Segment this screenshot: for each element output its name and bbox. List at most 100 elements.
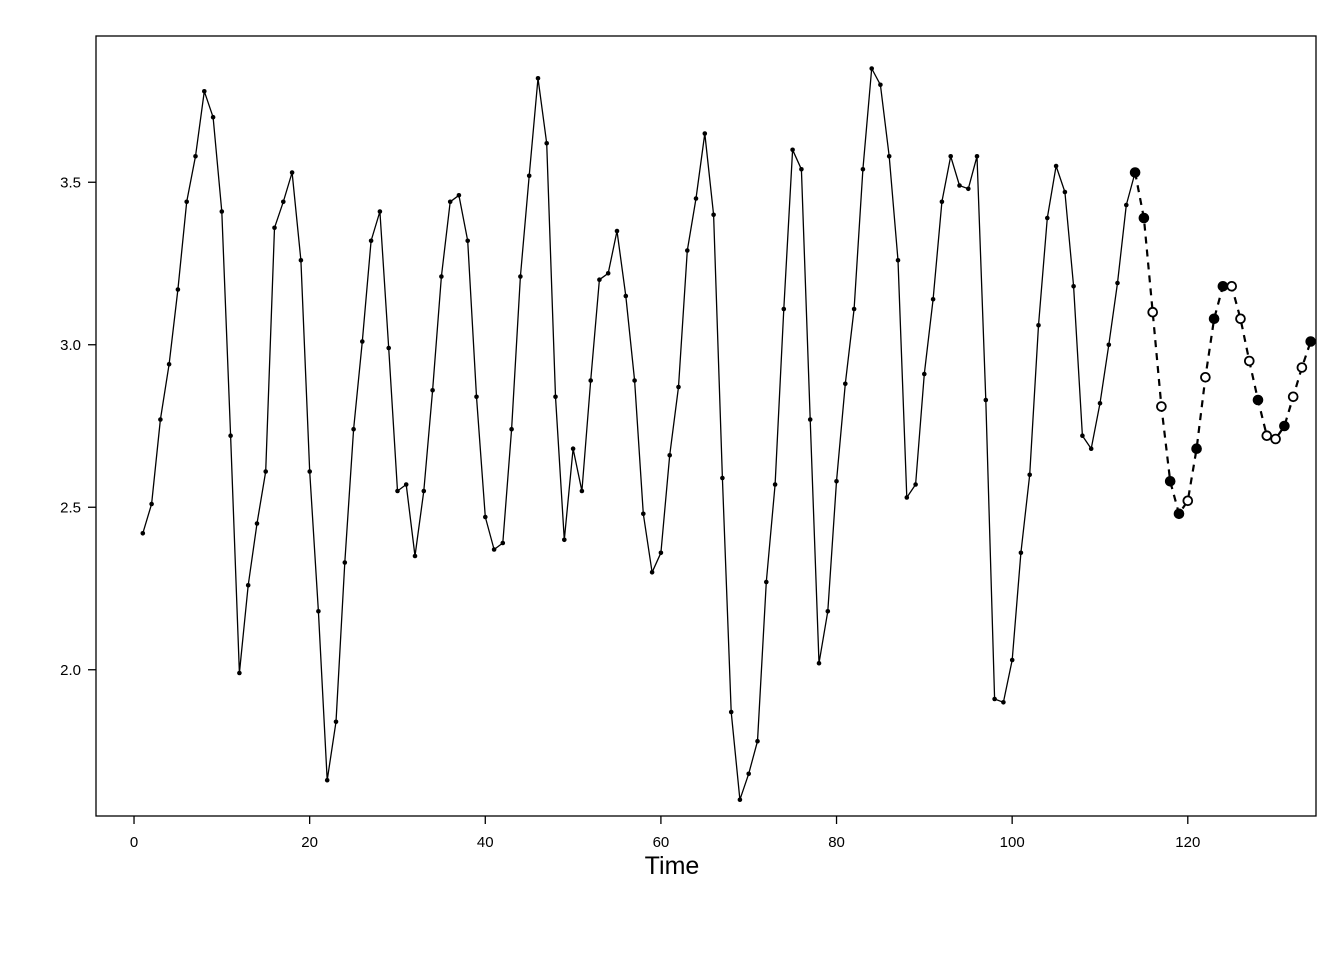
observed-point-marker xyxy=(895,258,901,263)
forecast-point-filled-marker xyxy=(1191,443,1202,455)
observed-point-marker xyxy=(289,170,295,175)
forecast-point-filled-marker xyxy=(1217,280,1229,292)
observed-point-marker xyxy=(1045,215,1050,221)
observed-point-marker xyxy=(992,696,997,702)
observed-point-marker xyxy=(386,345,392,351)
observed-point-marker xyxy=(158,417,163,422)
observed-point-marker xyxy=(641,511,646,517)
observed-point-marker xyxy=(579,488,585,494)
forecast-point-open-marker xyxy=(1200,371,1211,383)
observed-point-marker xyxy=(966,186,971,192)
observed-point-marker xyxy=(535,76,541,81)
observed-point-marker xyxy=(324,777,330,783)
observed-point-marker xyxy=(447,199,453,205)
observed-point-marker xyxy=(1036,323,1041,328)
observed-point-marker xyxy=(728,709,734,715)
observed-point-marker xyxy=(333,719,339,725)
observed-point-marker xyxy=(983,397,989,403)
x-tick-label: 80 xyxy=(828,834,845,851)
observed-point-marker xyxy=(605,271,611,276)
y-tick-label: 2.0 xyxy=(60,662,81,679)
observed-point-marker xyxy=(746,771,751,777)
forecast-point-open-marker xyxy=(1244,355,1255,367)
observed-point-marker xyxy=(939,199,945,205)
observed-point-marker xyxy=(702,131,708,136)
observed-point-marker xyxy=(676,384,681,390)
observed-point-marker xyxy=(491,547,497,552)
observed-point-marker xyxy=(421,488,427,494)
x-tick-label: 40 xyxy=(477,834,494,851)
observed-point-marker xyxy=(658,550,664,556)
observed-point-marker xyxy=(1080,433,1085,439)
observed-point-marker xyxy=(948,154,953,159)
observed-point-marker xyxy=(465,238,471,244)
observed-point-marker xyxy=(430,388,435,393)
observed-point-marker xyxy=(974,154,980,159)
observed-point-marker xyxy=(1018,550,1024,556)
observed-point-marker xyxy=(219,209,225,214)
observed-point-marker xyxy=(360,339,365,344)
observed-point-marker xyxy=(263,469,269,474)
y-tick-label: 3.5 xyxy=(60,174,81,191)
observed-point-marker xyxy=(307,469,313,474)
forecast-point-open-marker xyxy=(1156,401,1167,412)
observed-point-marker xyxy=(904,495,910,500)
observed-point-marker xyxy=(764,579,769,585)
observed-point-marker xyxy=(720,475,725,481)
y-tick-label: 2.5 xyxy=(60,499,81,516)
x-tick-label: 20 xyxy=(301,834,318,851)
forecast-line xyxy=(1134,172,1312,515)
observed-point-marker xyxy=(1115,280,1120,286)
observed-point-marker xyxy=(316,609,321,614)
observed-point-marker xyxy=(368,238,374,244)
observed-point-marker xyxy=(193,154,198,159)
forecast-point-filled-marker xyxy=(1138,212,1150,224)
observed-point-marker xyxy=(632,378,637,383)
forecast-point-open-marker xyxy=(1296,362,1308,373)
observed-line xyxy=(142,67,1136,801)
observed-point-marker xyxy=(1009,657,1015,663)
observed-point-marker xyxy=(886,154,892,159)
observed-point-marker xyxy=(281,199,286,205)
observed-point-marker xyxy=(228,433,233,439)
observed-point-marker xyxy=(175,287,181,292)
forecast-point-open-marker xyxy=(1226,280,1237,292)
x-tick-label: 0 xyxy=(130,834,138,851)
observed-point-marker xyxy=(544,141,549,146)
observed-point-marker xyxy=(1124,202,1129,208)
x-axis-title: Time xyxy=(644,852,700,880)
forecast-point-open-marker xyxy=(1287,391,1299,403)
forecast-point-filled-marker xyxy=(1252,394,1264,406)
forecast-point-open-marker xyxy=(1182,495,1194,507)
observed-point-marker xyxy=(474,394,479,400)
observed-point-marker xyxy=(834,479,839,484)
observed-point-marker xyxy=(439,274,444,279)
observed-point-marker xyxy=(1106,342,1112,348)
observed-point-marker xyxy=(1097,401,1103,406)
observed-point-marker xyxy=(597,277,602,283)
observed-point-marker xyxy=(755,738,760,744)
observed-point-marker xyxy=(351,426,356,432)
observed-point-marker xyxy=(166,362,172,367)
observed-point-marker xyxy=(245,583,251,588)
observed-point-marker xyxy=(851,306,857,312)
observed-point-marker xyxy=(526,173,532,179)
observed-point-marker xyxy=(816,660,822,666)
observed-point-marker xyxy=(570,446,576,452)
x-tick-label: 120 xyxy=(1175,834,1200,851)
y-tick-label: 3.0 xyxy=(60,337,81,354)
plot-border xyxy=(95,35,1317,817)
observed-point-marker xyxy=(869,66,874,71)
forecast-point-open-marker xyxy=(1147,306,1158,318)
observed-point-marker xyxy=(930,297,936,302)
observed-point-marker xyxy=(667,453,672,458)
observed-point-marker xyxy=(202,89,207,94)
forecast-point-filled-marker xyxy=(1305,336,1316,347)
observed-point-marker xyxy=(799,167,804,172)
observed-point-marker xyxy=(1053,163,1059,169)
observed-point-marker xyxy=(500,540,506,546)
observed-point-marker xyxy=(412,553,418,559)
x-tick-label: 60 xyxy=(653,834,670,851)
forecast-point-filled-marker xyxy=(1129,167,1141,178)
